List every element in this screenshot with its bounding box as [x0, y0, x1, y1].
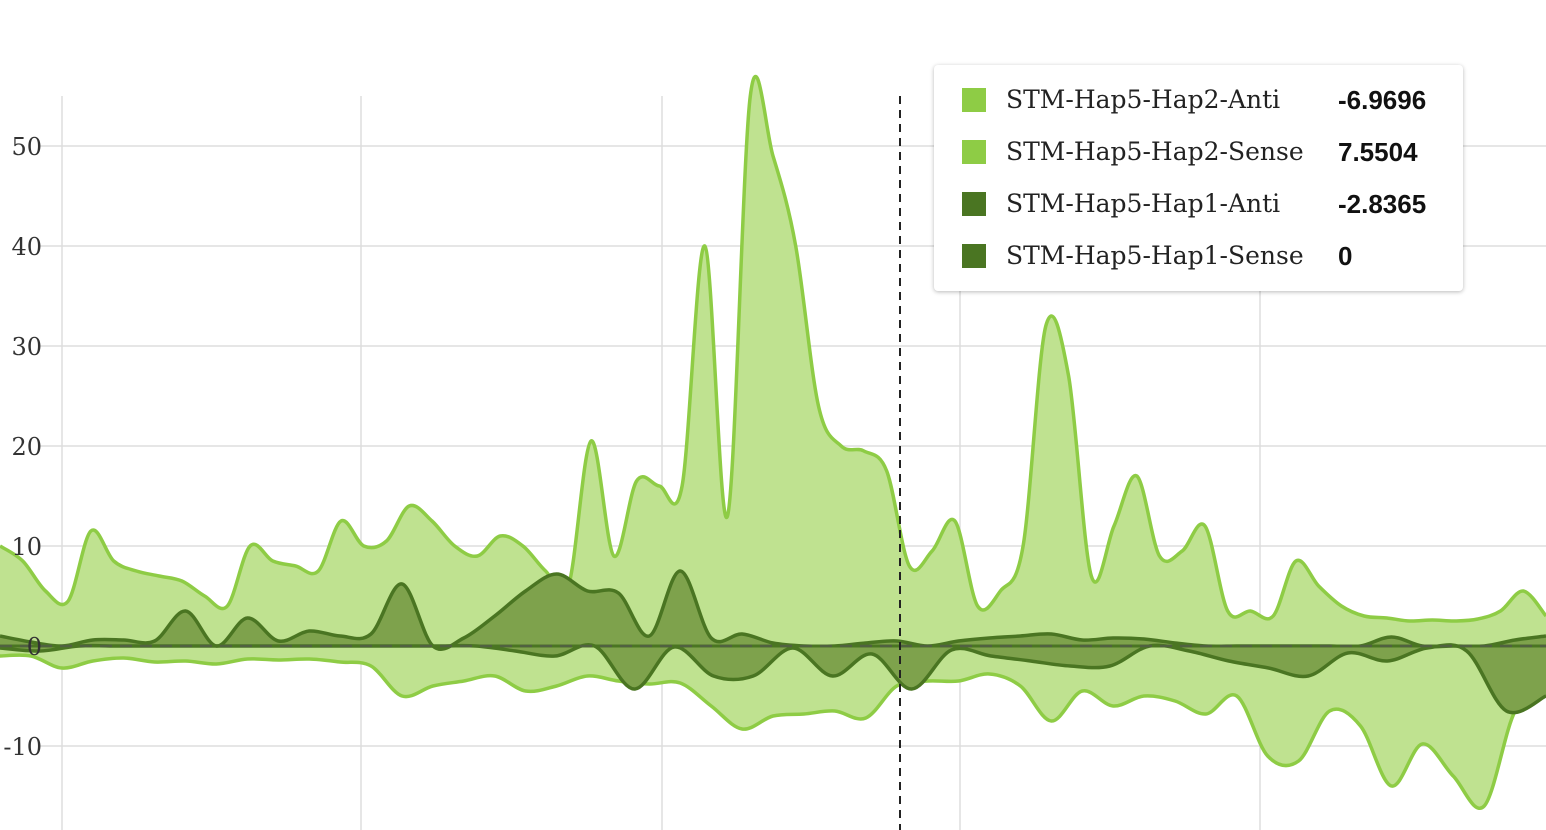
- series-area-hap2-anti: [0, 646, 1546, 809]
- tooltip-series-name: STM-Hap5-Hap2-Sense: [1006, 137, 1304, 166]
- hover-tooltip: STM-Hap5-Hap2-Anti -6.9696 STM-Hap5-Hap2…: [934, 65, 1463, 291]
- y-tick-label: 10: [11, 533, 42, 561]
- y-tick-label: 50: [11, 133, 42, 161]
- tooltip-series-value: 7.5504: [1338, 137, 1418, 167]
- y-tick-label: -10: [3, 733, 42, 761]
- y-tick-label: 40: [11, 233, 42, 261]
- legend-swatch: [962, 88, 986, 112]
- legend-swatch: [962, 244, 986, 268]
- y-axis-labels: 50 40 30 20 10 0 -10: [3, 133, 42, 761]
- series-area-hap1-sense: [0, 570, 1546, 650]
- tooltip-series-name: STM-Hap5-Hap2-Anti: [1006, 85, 1281, 114]
- tooltip-series-value: -2.8365: [1338, 189, 1427, 219]
- y-tick-label: 30: [11, 333, 42, 361]
- tooltip-series-value: 0: [1338, 241, 1353, 271]
- series-line-hap2-sense: [0, 74, 1546, 623]
- y-tick-label: 20: [11, 433, 42, 461]
- legend-swatch: [962, 140, 986, 164]
- tooltip-row-hap1-anti: STM-Hap5-Hap1-Anti -2.8365: [934, 187, 1463, 239]
- tooltip-series-name: STM-Hap5-Hap1-Sense: [1006, 241, 1304, 270]
- tooltip-row-hap1-sense: STM-Hap5-Hap1-Sense 0: [934, 239, 1463, 291]
- y-tick-label: 0: [27, 633, 42, 661]
- tooltip-row-hap2-anti: STM-Hap5-Hap2-Anti -6.9696: [934, 83, 1463, 135]
- series-areas: [0, 74, 1546, 810]
- tooltip-row-hap2-sense: STM-Hap5-Hap2-Sense 7.5504: [934, 135, 1463, 187]
- series-area-hap2-sense: [0, 76, 1546, 647]
- tooltip-series-name: STM-Hap5-Hap1-Anti: [1006, 189, 1281, 218]
- series-line-hap2-anti: [0, 653, 1546, 810]
- legend-swatch: [962, 192, 986, 216]
- tooltip-series-value: -6.9696: [1338, 85, 1427, 115]
